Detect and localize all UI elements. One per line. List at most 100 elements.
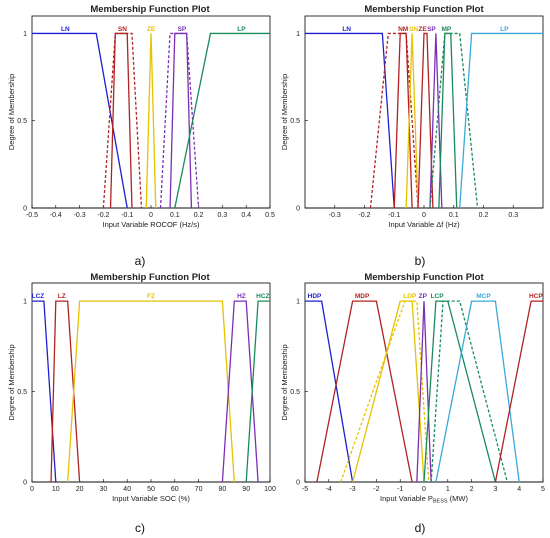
x-tick-label: 0.3 xyxy=(218,212,228,219)
x-tick-label: 0 xyxy=(422,486,426,493)
series-line-ldp xyxy=(351,300,425,483)
x-tick-label: 30 xyxy=(100,486,108,493)
x-tick-label: 0.2 xyxy=(479,212,489,219)
series-line-zp xyxy=(416,301,432,483)
y-tick-label: 1 xyxy=(23,31,27,38)
x-tick-label: -0.5 xyxy=(26,212,38,219)
x-tick-label: 0 xyxy=(149,212,153,219)
x-tick-label: 80 xyxy=(219,486,227,493)
mf-label-nm: NM xyxy=(398,26,408,33)
x-tick-label: -3 xyxy=(349,486,355,493)
y-tick-label: 0.5 xyxy=(17,118,27,125)
mf-label-zp: ZP xyxy=(419,293,428,300)
series-line-sn xyxy=(109,32,133,209)
mf-label-mcp: MCP xyxy=(476,293,491,300)
x-tick-label: 2 xyxy=(470,486,474,493)
x-tick-label: 4 xyxy=(517,486,521,493)
mf-label-lp: LP xyxy=(500,26,509,33)
x-tick-label: 3 xyxy=(493,486,497,493)
y-tick-label: 0 xyxy=(23,206,27,213)
y-tick-label: 0 xyxy=(23,480,27,487)
x-axis-label: Input Variable Δf (Hz) xyxy=(388,220,460,229)
series-line-ln xyxy=(305,32,395,209)
x-tick-label: -0.1 xyxy=(388,212,400,219)
chart-title: Membership Function Plot xyxy=(364,272,484,283)
mf-label-lp: LP xyxy=(237,26,246,33)
mf-label-lcz: LCZ xyxy=(32,293,45,300)
x-tick-label: 60 xyxy=(171,486,179,493)
x-tick-label: 70 xyxy=(195,486,203,493)
panel-label: a) xyxy=(135,254,146,268)
x-tick-label: 0.5 xyxy=(265,212,275,219)
y-tick-label: 1 xyxy=(296,31,300,38)
mf-label-hcz: HCZ xyxy=(256,293,269,300)
series-line-lp xyxy=(459,32,543,209)
y-axis-label: Degree of Membership xyxy=(280,344,289,420)
x-tick-label: -0.2 xyxy=(358,212,370,219)
series-line-aux-5 xyxy=(159,32,200,209)
panel-label: d) xyxy=(415,521,426,535)
series-line-mcp xyxy=(435,300,520,483)
series-line-lcp xyxy=(423,300,497,483)
mf-label-fz: FZ xyxy=(147,293,155,300)
mf-label-hcp: HCP xyxy=(529,293,543,300)
series-line-mdp xyxy=(316,300,413,483)
x-tick-label: 0 xyxy=(30,486,34,493)
series-line-aux-2 xyxy=(102,32,143,209)
mf-label-ldp: LDP xyxy=(403,293,417,300)
x-tick-label: 10 xyxy=(52,486,60,493)
series-line-hcz xyxy=(245,300,270,483)
chart-panel-2: Membership Function Plot 0 0.5 1 -0.3 -0.2 -0.… xyxy=(280,4,544,268)
mf-label-mp: MP xyxy=(441,26,451,33)
mf-label-hz: HZ xyxy=(237,293,246,300)
mf-label-mdp: MDP xyxy=(355,293,370,300)
mf-label-sn: SN xyxy=(118,26,127,33)
series-line-lp xyxy=(174,32,270,209)
series-line-ze xyxy=(145,33,157,209)
x-tick-label: -1 xyxy=(397,486,403,493)
x-tick-label: -2 xyxy=(373,486,379,493)
x-tick-label: 0.1 xyxy=(449,212,459,219)
series-line-aux-6 xyxy=(430,300,508,483)
mf-label-lz: LZ xyxy=(58,293,66,300)
chart-title: Membership Function Plot xyxy=(90,4,210,15)
x-tick-label: 0.2 xyxy=(194,212,204,219)
x-tick-label: 5 xyxy=(541,486,545,493)
chart-panel-1: Membership Function Plot 0 0.5 1 -0.5 -0.4 -0.… xyxy=(7,4,275,268)
series-line-ze xyxy=(417,32,434,209)
series-line-sn xyxy=(405,33,419,209)
mf-label-ln: LN xyxy=(61,26,70,33)
y-tick-label: 1 xyxy=(23,299,27,306)
y-axis-label: Degree of Membership xyxy=(280,74,289,150)
mf-label-ze: ZE xyxy=(147,26,156,33)
panel-label: b) xyxy=(415,254,426,268)
x-tick-label: 50 xyxy=(147,486,155,493)
y-tick-label: 1 xyxy=(296,299,300,306)
series-line-lcz xyxy=(32,300,57,483)
x-tick-label: -5 xyxy=(302,486,308,493)
mf-label-ze: ZE xyxy=(418,26,427,33)
x-tick-label: 40 xyxy=(123,486,131,493)
series-line-sp xyxy=(429,33,443,209)
chart-title: Membership Function Plot xyxy=(90,272,210,283)
plot-frame xyxy=(31,282,271,483)
mf-label-ln: LN xyxy=(342,26,351,33)
x-axis-label: Input Variable SOC (%) xyxy=(112,494,190,503)
chart-title: Membership Function Plot xyxy=(364,4,484,15)
chart-panel-4: Membership Function Plot 0 0.5 1 -5 -4 -3 -2 -1 0… xyxy=(280,272,545,535)
series-line-hcp xyxy=(494,300,543,483)
x-tick-label: 0.4 xyxy=(241,212,251,219)
y-axis-label: Degree of Membership xyxy=(7,344,16,420)
x-tick-label: -0.3 xyxy=(329,212,341,219)
x-tick-label: 0.1 xyxy=(170,212,180,219)
series-line-mp xyxy=(438,32,458,209)
mf-label-sp: SP xyxy=(427,26,436,33)
y-axis-label: Degree of Membership xyxy=(7,74,16,150)
series-line-fz xyxy=(67,300,235,483)
series-line-hdp xyxy=(305,300,354,483)
series-line-aux-3 xyxy=(340,300,430,483)
x-tick-label: -0.4 xyxy=(50,212,62,219)
series-line-aux-7 xyxy=(429,32,479,209)
